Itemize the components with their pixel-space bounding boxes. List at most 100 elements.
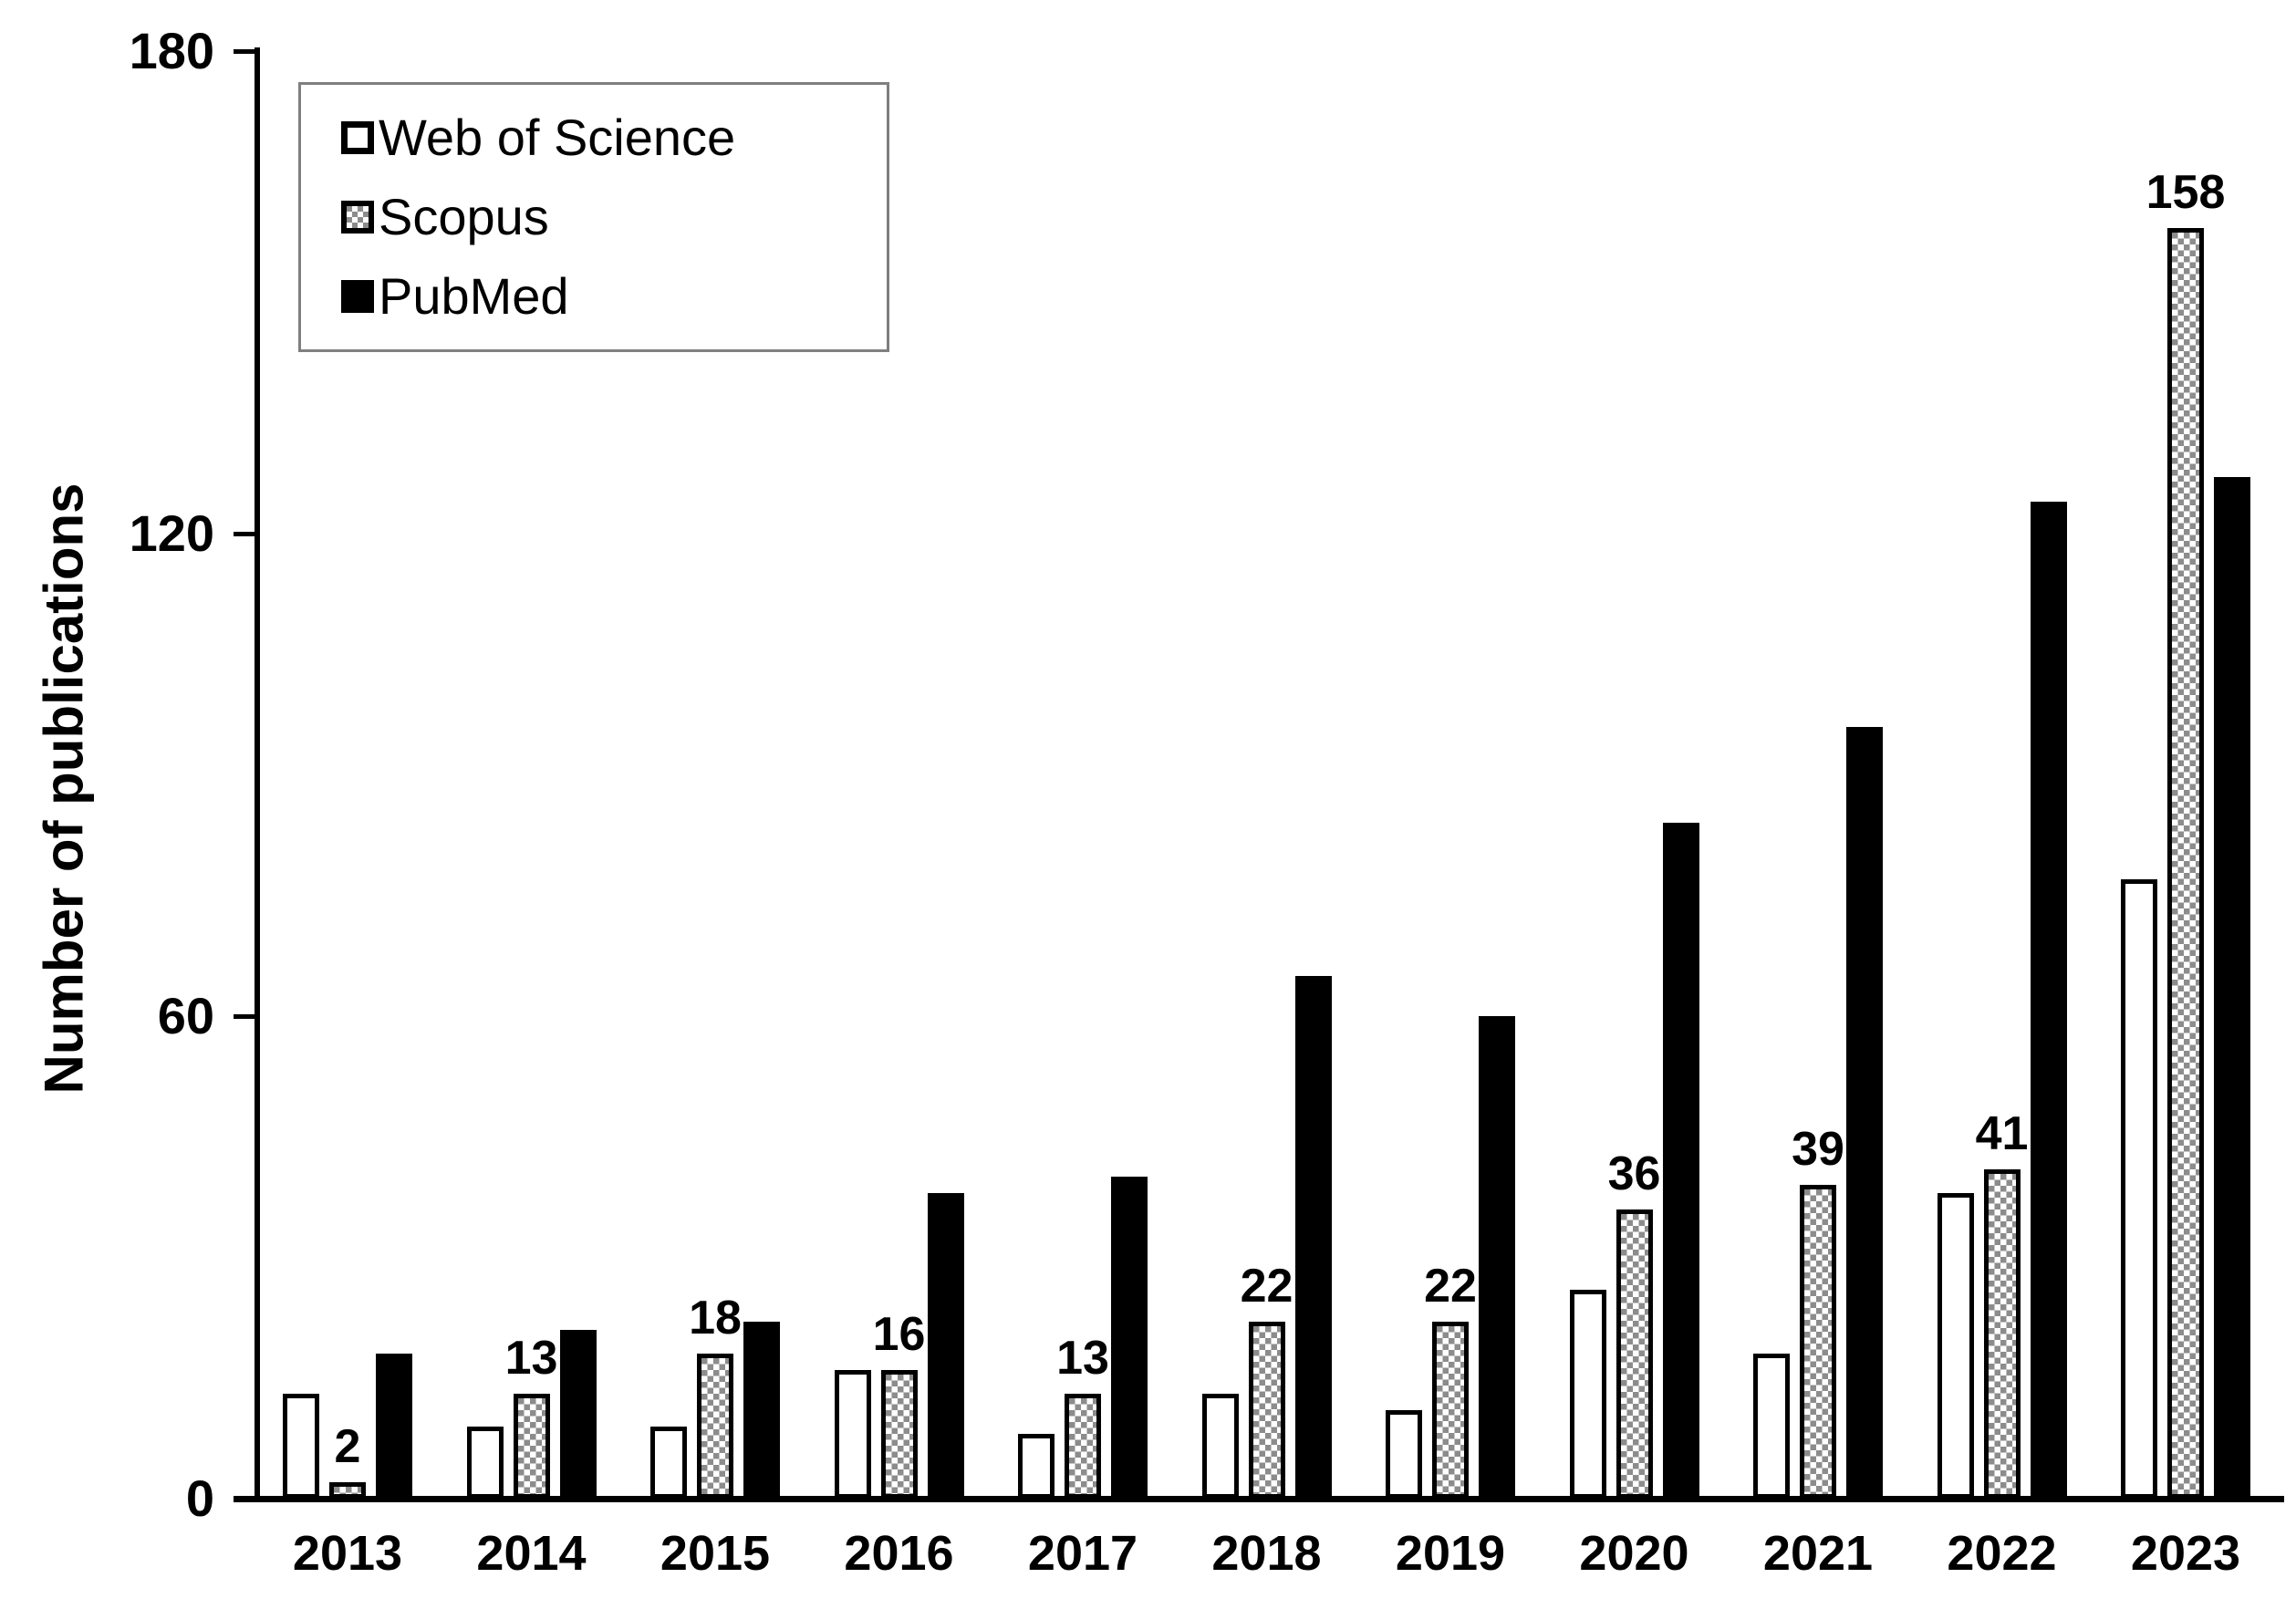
- bar-column: [1753, 1354, 1790, 1499]
- bar-value-label: 39: [1792, 1123, 1844, 1176]
- bar-web-of-science-2019: [1386, 1410, 1422, 1499]
- bar-web-of-science-2017: [1018, 1434, 1054, 1499]
- bar-scopus-2019: [1432, 1322, 1469, 1499]
- legend: Web of Science Scopus PubMed: [298, 82, 889, 352]
- bar-column: 158: [2146, 168, 2225, 1499]
- bar-column: [1479, 1016, 1515, 1499]
- bar-web-of-science-2023: [2121, 879, 2157, 1499]
- white-square-swatch-icon: [341, 120, 374, 154]
- bar-scopus-2022: [1983, 1169, 2021, 1499]
- bar-value-label: 18: [689, 1292, 742, 1344]
- bar-group-2018: 22: [1201, 976, 1332, 1499]
- black-square-swatch-icon: [341, 280, 374, 314]
- x-tick-label-2019: 2019: [1395, 1526, 1506, 1581]
- bar-column: [1846, 727, 1883, 1499]
- bar-column: [1201, 1394, 1239, 1499]
- bar-pubmed-2016: [927, 1193, 964, 1499]
- checkered-square-swatch-icon: [341, 200, 374, 234]
- bar-value-label: 158: [2145, 166, 2226, 219]
- bar-pubmed-2022: [2030, 502, 2067, 1499]
- bar-value-label: 41: [1975, 1107, 2029, 1160]
- bar-pubmed-2018: [1294, 976, 1332, 1499]
- bar-column: [1294, 976, 1332, 1499]
- y-axis-title: Number of publications: [33, 483, 95, 1095]
- bar-pubmed-2013: [376, 1354, 412, 1499]
- bar-scopus-2020: [1616, 1209, 1653, 1499]
- bar-scopus-2015: [697, 1354, 733, 1499]
- bar-web-of-science-2021: [1753, 1354, 1790, 1499]
- bar-group-2023: 158: [2121, 168, 2250, 1499]
- bar-web-of-science-2022: [1937, 1193, 1974, 1499]
- bar-group-2022: 41: [1937, 502, 2067, 1499]
- bar-pubmed-2020: [1662, 823, 1699, 1499]
- bar-group-2016: 16: [834, 1193, 964, 1499]
- bar-column: [1662, 823, 1699, 1499]
- bar-column: [466, 1427, 504, 1499]
- bar-column: 22: [1424, 1261, 1477, 1499]
- legend-item-scopus: Scopus: [341, 189, 887, 244]
- bar-web-of-science-2013: [283, 1394, 319, 1499]
- y-tick-mark: [234, 1014, 257, 1019]
- bar-column: 18: [689, 1293, 742, 1499]
- y-tick-label: 180: [129, 22, 214, 79]
- bar-group-2013: 2: [283, 1354, 412, 1499]
- legend-label: Web of Science: [379, 108, 736, 166]
- y-tick-label: 0: [185, 1469, 214, 1527]
- bar-column: 39: [1792, 1125, 1844, 1499]
- y-tick-label: 60: [157, 987, 214, 1044]
- bar-column: [1018, 1434, 1054, 1499]
- bar-web-of-science-2020: [1569, 1290, 1606, 1499]
- bar-scopus-2017: [1065, 1394, 1101, 1499]
- x-tick-label-2017: 2017: [1027, 1526, 1138, 1581]
- bar-column: 22: [1241, 1261, 1293, 1499]
- bar-web-of-science-2015: [650, 1427, 687, 1499]
- bar-column: 2: [329, 1422, 366, 1499]
- legend-item-web-of-science: Web of Science: [341, 108, 887, 166]
- x-tick-label-2014: 2014: [476, 1526, 587, 1581]
- bar-column: [1386, 1410, 1422, 1499]
- bar-value-label: 36: [1607, 1147, 1661, 1200]
- bar-scopus-2013: [329, 1482, 366, 1499]
- bar-column: [1937, 1193, 1974, 1499]
- bar-column: [834, 1370, 871, 1499]
- bar-value-label: 16: [872, 1308, 926, 1361]
- x-tick-label-2020: 2020: [1579, 1526, 1689, 1581]
- bar-column: [927, 1193, 964, 1499]
- bar-pubmed-2015: [743, 1322, 780, 1499]
- bar-column: [2030, 502, 2067, 1499]
- bar-value-label: 13: [1056, 1332, 1109, 1385]
- bar-value-label: 22: [1240, 1260, 1293, 1313]
- bar-group-2019: 22: [1386, 1016, 1515, 1499]
- bar-scopus-2018: [1248, 1322, 1285, 1499]
- bar-column: 13: [1056, 1334, 1109, 1499]
- bar-web-of-science-2016: [834, 1370, 871, 1499]
- bar-column: 41: [1976, 1109, 2028, 1499]
- bar-group-2014: 13: [466, 1330, 597, 1499]
- bar-value-label: 2: [334, 1420, 361, 1473]
- bar-group-2017: 13: [1018, 1177, 1148, 1499]
- x-tick-label-2016: 2016: [844, 1526, 954, 1581]
- bar-column: [376, 1354, 412, 1499]
- bar-column: [743, 1322, 780, 1499]
- bar-column: [650, 1427, 687, 1499]
- bar-scopus-2014: [513, 1394, 550, 1499]
- x-tick-label-2015: 2015: [660, 1526, 771, 1581]
- bar-pubmed-2023: [2214, 477, 2250, 1499]
- bar-pubmed-2014: [559, 1330, 597, 1499]
- bar-column: [2214, 477, 2250, 1499]
- bar-group-2021: 39: [1753, 727, 1883, 1499]
- bar-column: 16: [873, 1310, 925, 1499]
- y-tick-mark: [234, 49, 257, 54]
- x-axis-line: [234, 1496, 2284, 1502]
- x-tick-label-2022: 2022: [1947, 1526, 2057, 1581]
- x-tick-label-2018: 2018: [1211, 1526, 1322, 1581]
- bar-web-of-science-2014: [466, 1427, 504, 1499]
- bar-column: [283, 1394, 319, 1499]
- bar-column: [1569, 1290, 1606, 1499]
- bar-column: 13: [505, 1334, 557, 1499]
- bar-column: [2121, 879, 2157, 1499]
- bar-column: [1111, 1177, 1148, 1499]
- bar-pubmed-2021: [1846, 727, 1883, 1499]
- x-tick-label-2021: 2021: [1762, 1526, 1874, 1581]
